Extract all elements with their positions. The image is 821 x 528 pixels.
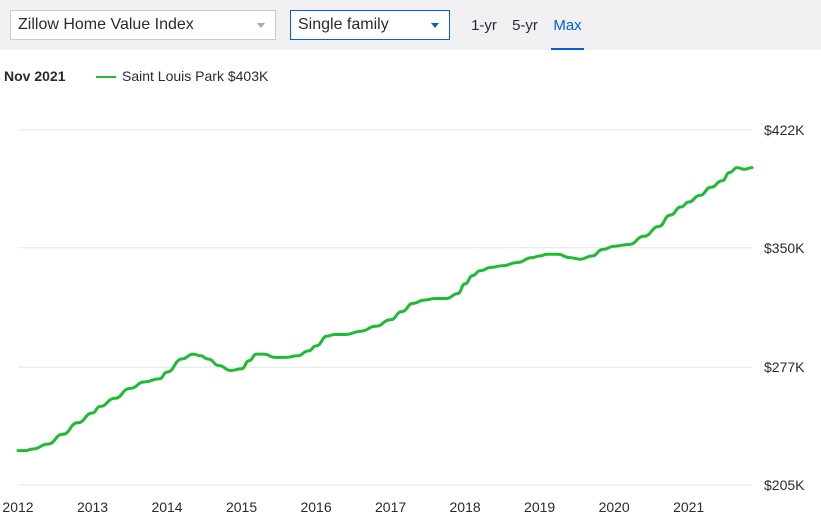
legend-date: Nov 2021 xyxy=(4,68,66,84)
x-tick-label: 2021 xyxy=(673,499,704,515)
x-tick-label: 2014 xyxy=(151,499,182,515)
x-tick-label: 2018 xyxy=(450,499,481,515)
x-tick-label: 2017 xyxy=(375,499,406,515)
legend-line-swatch xyxy=(96,76,116,78)
x-tick-label: 2015 xyxy=(226,499,257,515)
y-axis-labels: $422K $350K $277K $205K xyxy=(764,122,805,493)
series-layer xyxy=(16,166,754,453)
x-tick-label: 2013 xyxy=(77,499,108,515)
index-select[interactable]: Zillow Home Value Index xyxy=(10,10,276,40)
home-type-select-value: Single family xyxy=(298,16,389,33)
chevron-down-icon xyxy=(431,23,439,28)
series-line xyxy=(16,166,754,453)
index-select-value: Zillow Home Value Index xyxy=(18,16,194,33)
x-tick-label: 2016 xyxy=(300,499,331,515)
y-tick-label: $277K xyxy=(764,359,805,375)
x-axis-labels: 2012 2013 2014 2015 2016 2017 2018 2019 2020 2021 xyxy=(2,499,704,515)
chevron-down-icon xyxy=(257,23,265,28)
x-tick-label: 2020 xyxy=(599,499,630,515)
x-tick-label: 2012 xyxy=(2,499,33,515)
range-tab-1-yr[interactable]: 1-yr xyxy=(471,17,497,34)
range-tab-max[interactable]: Max xyxy=(551,0,584,50)
x-tick-label: 2019 xyxy=(524,499,555,515)
legend-series-label: Saint Louis Park $403K xyxy=(122,68,269,84)
chart-toolbar: Zillow Home Value Index Single family 1-… xyxy=(0,0,821,50)
gridlines xyxy=(18,129,752,486)
range-tab-5-yr[interactable]: 5-yr xyxy=(512,17,538,34)
y-tick-label: $422K xyxy=(764,122,805,138)
home-type-select[interactable]: Single family xyxy=(290,10,450,40)
y-tick-label: $350K xyxy=(764,240,805,256)
y-tick-label: $205K xyxy=(764,477,805,493)
